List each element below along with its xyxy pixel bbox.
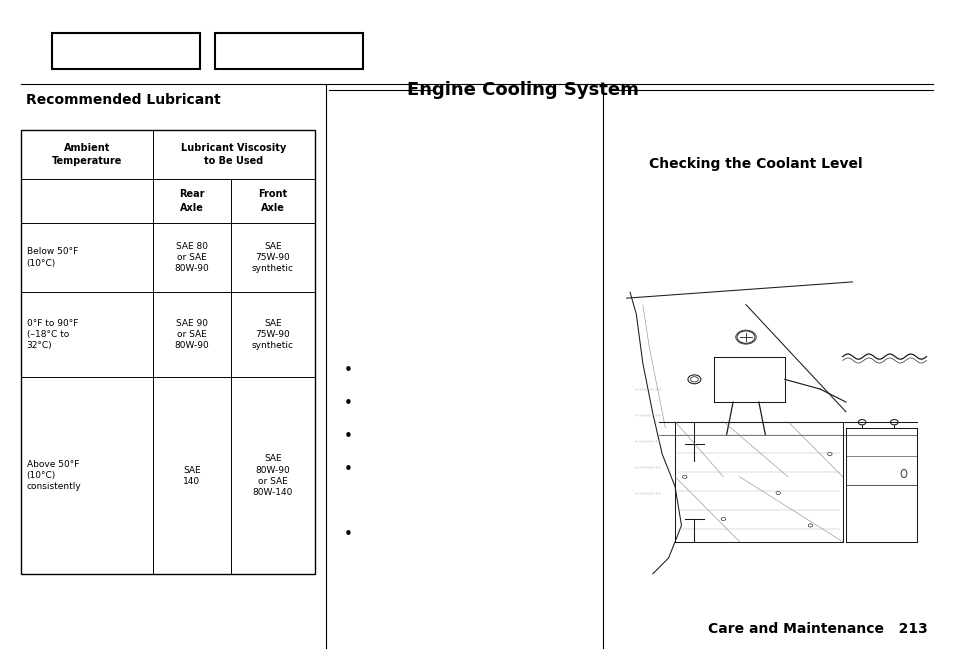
Text: Above 50°F
(10°C)
consistently: Above 50°F (10°C) consistently <box>27 460 81 491</box>
Text: SAE
140: SAE 140 <box>183 466 200 485</box>
Text: SAE 80
or SAE
80W-90: SAE 80 or SAE 80W-90 <box>174 242 209 273</box>
Text: •: • <box>343 429 352 443</box>
Text: SAE
80W-90
or SAE
80W-140: SAE 80W-90 or SAE 80W-140 <box>253 455 293 497</box>
Text: •: • <box>343 363 352 378</box>
Text: •: • <box>343 462 352 476</box>
Text: 0°F to 90°F
(–18°C to
32°C): 0°F to 90°F (–18°C to 32°C) <box>27 319 78 350</box>
Text: •: • <box>343 396 352 411</box>
Text: SAE
75W-90
synthetic: SAE 75W-90 synthetic <box>252 242 294 273</box>
Text: Front
Axle: Front Axle <box>258 190 287 213</box>
Bar <box>610 266 932 590</box>
Bar <box>52 33 200 69</box>
Text: Care and Maintenance   213: Care and Maintenance 213 <box>707 623 926 636</box>
Text: Recommended Lubricant: Recommended Lubricant <box>26 92 220 107</box>
Text: •: • <box>343 527 352 542</box>
Text: SAE 90
or SAE
80W-90: SAE 90 or SAE 80W-90 <box>174 319 209 350</box>
Text: Checking the Coolant Level: Checking the Coolant Level <box>648 157 862 171</box>
Bar <box>21 130 314 574</box>
Text: Rear
Axle: Rear Axle <box>179 190 204 213</box>
Text: Lubricant Viscosity
to Be Used: Lubricant Viscosity to Be Used <box>181 143 286 166</box>
Text: Below 50°F
(10°C): Below 50°F (10°C) <box>27 247 78 268</box>
Text: SAE
75W-90
synthetic: SAE 75W-90 synthetic <box>252 319 294 350</box>
Bar <box>214 33 362 69</box>
Text: Engine Cooling System: Engine Cooling System <box>406 81 639 99</box>
Text: Ambient
Temperature: Ambient Temperature <box>51 143 122 166</box>
